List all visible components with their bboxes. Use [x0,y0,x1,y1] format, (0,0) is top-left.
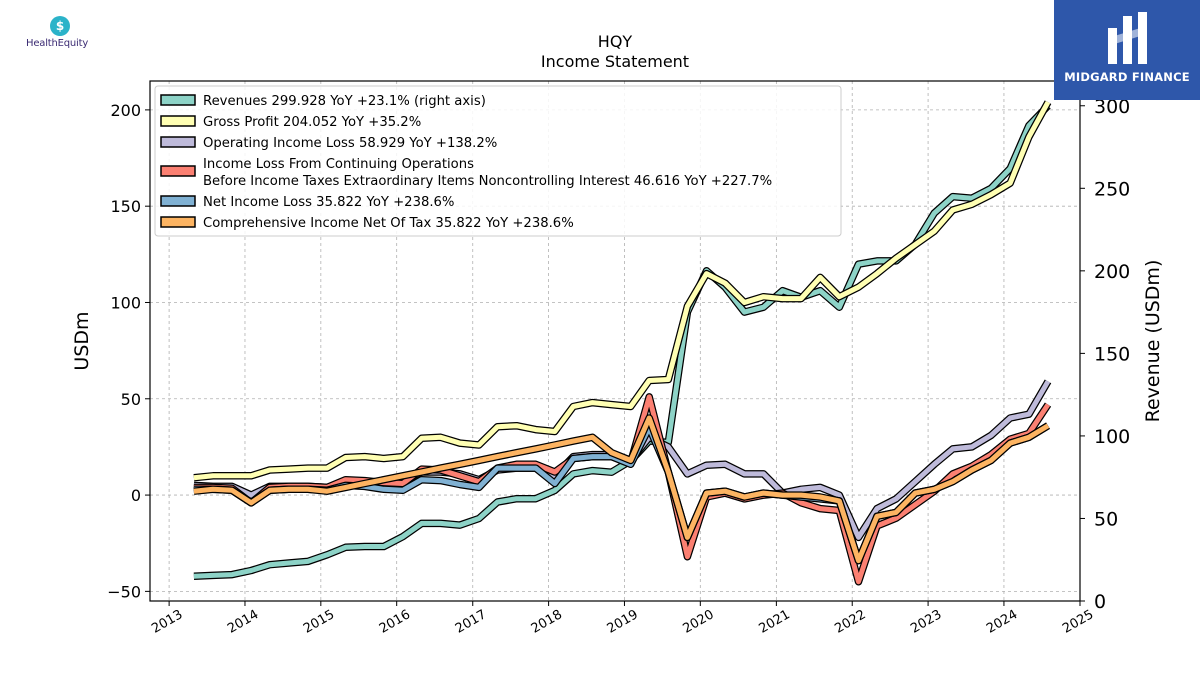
y-right-tick-label: 200 [1094,261,1130,283]
legend-box [154,85,842,237]
series-line-comprehensive_income [193,415,1050,564]
y-tick-label: 150 [110,197,141,216]
legend-label: Net Income Loss 35.822 YoY +238.6% [203,195,454,210]
midgard-finance-logo: MIDGARD FINANCE [1054,0,1200,100]
legend-swatch-gross_profit [160,115,196,127]
legend-swatch-pretax_income [160,165,196,177]
x-tick-label: 2021 [757,607,793,637]
x-tick-label: 2018 [529,607,565,637]
legend-swatch-revenues [160,94,196,106]
y-tick-label: −50 [107,582,141,601]
legend-swatch-operating_income [160,136,196,148]
y-right-tick-label: 300 [1094,96,1130,118]
x-tick-label: 2017 [453,607,489,637]
y-right-tick-label: 150 [1094,343,1130,365]
x-tick-label: 2024 [984,607,1020,637]
plot-frame [149,80,1081,602]
x-tick-label: 2019 [605,607,641,637]
legend-label-line2: Before Income Taxes Extraordinary Items … [203,174,772,189]
chart-subtitle: Income Statement [541,52,689,71]
x-tick-label: 2014 [225,607,261,637]
y-tick-label: 200 [110,101,141,120]
x-tick-label: 2025 [1060,607,1096,637]
midgard-finance-wordmark: MIDGARD FINANCE [1064,70,1190,84]
midgard-finance-icon [1108,12,1147,64]
series-line-gross_profit [193,100,1051,481]
x-tick-label: 2022 [832,607,868,637]
y-right-tick-label: 0 [1094,591,1106,613]
x-tick-label: 2016 [377,607,413,637]
x-tick-label: 2023 [908,607,944,637]
legend-swatch-comprehensive_income [160,216,196,228]
legend-label: Gross Profit 204.052 YoY +35.2% [203,115,421,130]
legend-swatch-net_income [160,195,196,207]
health-equity-icon: $ [50,16,70,36]
y-tick-label: 0 [131,486,141,505]
health-equity-logo: $ HealthEquity [24,14,100,54]
y-right-tick-label: 100 [1094,426,1130,448]
y-right-tick-label: 250 [1094,178,1130,200]
y-axis-label: USDm [71,311,93,370]
x-tick-label: 2015 [301,607,337,637]
legend-label: Revenues 299.928 YoY +23.1% (right axis) [203,94,486,109]
x-tick-label: 2013 [149,607,185,637]
y-axis-right-label: Revenue (USDm) [1142,260,1164,423]
y-tick-label: 50 [121,390,141,409]
y-right-tick-label: 50 [1094,508,1118,530]
legend-label: Comprehensive Income Net Of Tax 35.822 Y… [203,216,574,231]
chart-title: HQY [598,32,633,51]
x-tick-label: 2020 [680,607,716,637]
legend-label: Operating Income Loss 58.929 YoY +138.2% [203,136,497,151]
legend-label-line1: Income Loss From Continuing Operations [203,157,474,172]
y-tick-label: 100 [110,293,141,312]
health-equity-wordmark: HealthEquity [26,38,89,49]
